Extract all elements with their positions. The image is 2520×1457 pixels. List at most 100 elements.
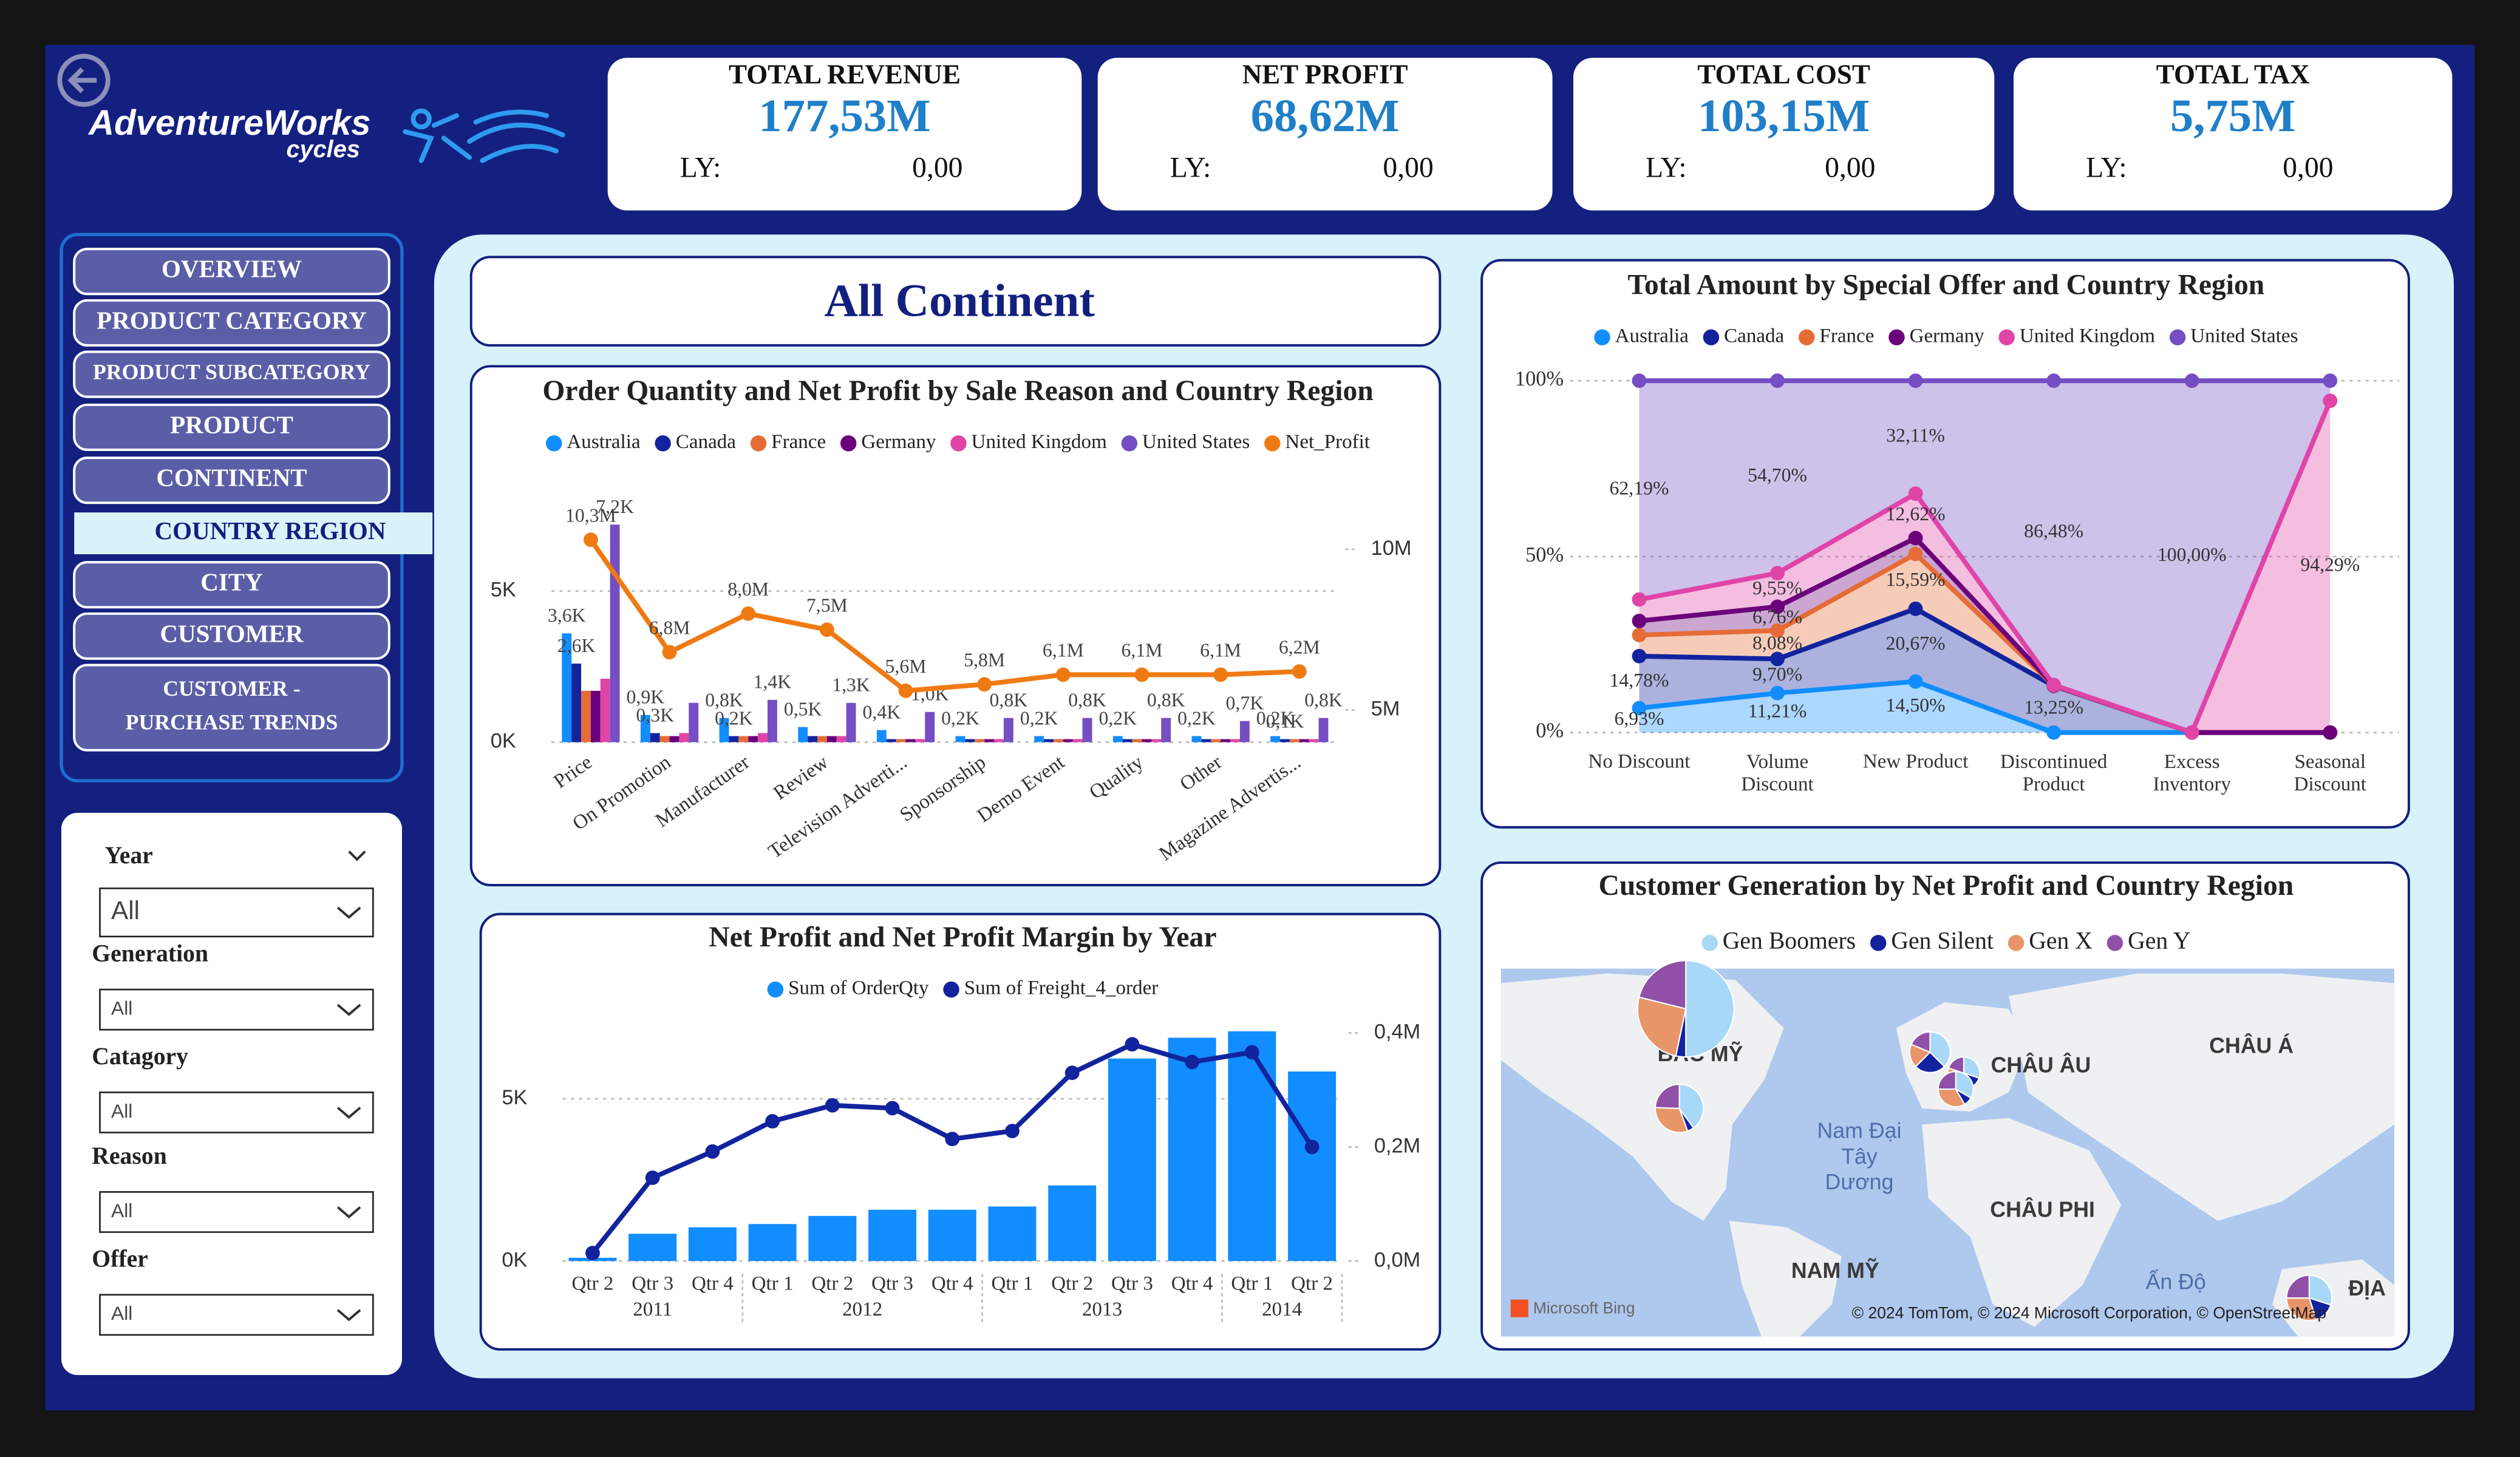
pie-slice[interactable] bbox=[1678, 1084, 1704, 1129]
filter-dropdown[interactable]: All bbox=[99, 1294, 374, 1336]
data-label: 0,7K bbox=[1226, 692, 1264, 713]
area-point bbox=[1908, 546, 1923, 562]
dropdown-value: All bbox=[111, 1100, 132, 1122]
nav-button[interactable]: CUSTOMER -PURCHASE TRENDS bbox=[73, 664, 390, 752]
pie-slice[interactable] bbox=[2308, 1274, 2333, 1306]
nav-button-bg bbox=[73, 561, 390, 609]
line-point bbox=[1244, 1045, 1259, 1060]
x-tick-label: New Product bbox=[1863, 750, 1969, 772]
pie-slice[interactable] bbox=[1929, 1031, 1951, 1068]
nav-button[interactable]: CUSTOMER bbox=[73, 612, 390, 660]
nav-label: COUNTRY REGION bbox=[155, 517, 386, 545]
bar bbox=[688, 1227, 737, 1262]
bar bbox=[1168, 1038, 1216, 1262]
data-label: 8,0M bbox=[727, 579, 769, 600]
line-series bbox=[588, 538, 1299, 693]
line-point bbox=[1134, 667, 1149, 682]
pie-slice[interactable] bbox=[1636, 996, 1687, 1057]
bar bbox=[1239, 721, 1250, 742]
pie-slice[interactable] bbox=[1937, 1071, 1956, 1090]
pie-slice[interactable] bbox=[1654, 1107, 1689, 1133]
pie-slice[interactable] bbox=[1654, 1084, 1680, 1109]
pie-slice[interactable] bbox=[1947, 1056, 1965, 1075]
back-button[interactable] bbox=[57, 53, 111, 107]
area-point bbox=[1908, 674, 1923, 689]
legend-label: United Kingdom bbox=[2020, 325, 2155, 347]
x-tick-label: Qtr 2 bbox=[1051, 1272, 1093, 1294]
filter-dropdown[interactable]: All bbox=[99, 988, 374, 1031]
bar bbox=[1309, 739, 1319, 742]
map-label: Nam Đại Tây Dương bbox=[1817, 1119, 1902, 1195]
kpi-ly-label: LY: bbox=[2086, 152, 2127, 183]
bar bbox=[925, 712, 935, 742]
filter-dropdown[interactable]: All bbox=[99, 1191, 374, 1233]
kpi-value: 103,15M bbox=[1698, 90, 1870, 141]
filter-collapse-chevron[interactable] bbox=[348, 851, 366, 861]
filter-dropdown[interactable]: All bbox=[99, 1092, 374, 1133]
pie-slice[interactable] bbox=[1685, 960, 1735, 1058]
line-point bbox=[583, 532, 598, 547]
kpi-value: 5,75M bbox=[2170, 90, 2296, 141]
nav-button[interactable]: CITY bbox=[73, 561, 390, 609]
dropdown-chevron bbox=[336, 1206, 361, 1219]
map[interactable] bbox=[1500, 968, 2395, 1337]
pie-slice[interactable] bbox=[1638, 960, 1687, 1010]
x-group-label: 2012 bbox=[842, 1299, 882, 1320]
kpi-value: 68,62M bbox=[1251, 90, 1400, 141]
pie-slice[interactable] bbox=[1963, 1056, 1981, 1079]
data-label: 94,29% bbox=[2300, 554, 2360, 576]
bar bbox=[994, 739, 1004, 742]
kpi-card bbox=[607, 58, 1082, 211]
y-tick-label: 0% bbox=[1536, 719, 1564, 742]
data-label: 62,19% bbox=[1610, 478, 1669, 499]
nav-button[interactable]: PRODUCT SUBCATEGORY bbox=[73, 350, 390, 398]
nav-button[interactable]: PRODUCT CATEGORY bbox=[73, 299, 390, 347]
filter-dropdown[interactable]: All bbox=[99, 887, 374, 937]
nav-button[interactable]: CONTINENT bbox=[73, 457, 390, 504]
bar bbox=[846, 702, 856, 742]
bar bbox=[571, 664, 582, 742]
area-point bbox=[1632, 648, 1647, 664]
x-tick-label: Qtr 1 bbox=[752, 1272, 794, 1294]
bar bbox=[1048, 1185, 1097, 1262]
kpi-card bbox=[2014, 58, 2453, 211]
pie-slice[interactable] bbox=[1915, 1051, 1946, 1073]
nav-label: OVERVIEW bbox=[162, 255, 302, 283]
nav-button[interactable]: COUNTRY REGION bbox=[74, 512, 433, 554]
nav-button[interactable]: OVERVIEW bbox=[73, 248, 390, 296]
line-point bbox=[645, 1170, 660, 1185]
pie-slice[interactable] bbox=[2286, 1297, 2317, 1322]
legend-label: Gen Silent bbox=[1891, 927, 1994, 954]
x-group-label: 2013 bbox=[1082, 1299, 1122, 1320]
nav-button[interactable]: PRODUCT bbox=[73, 403, 390, 451]
data-label: 5,8M bbox=[964, 649, 1005, 670]
map-label: CHÂU Á bbox=[2209, 1034, 2294, 1058]
pie-slice[interactable] bbox=[2286, 1274, 2310, 1299]
bar bbox=[1299, 739, 1309, 742]
legend-label: Canada bbox=[676, 431, 736, 453]
bar bbox=[581, 690, 591, 742]
nav-label: CUSTOMER bbox=[160, 619, 304, 647]
data-label: 0,2K bbox=[715, 707, 753, 728]
legend: Australia Canada France Germany United Kingd… bbox=[1594, 325, 2298, 347]
nav-label: CITY bbox=[200, 568, 263, 596]
legend-label: Gen X bbox=[2029, 927, 2093, 954]
bar bbox=[1108, 1058, 1156, 1262]
legend-label: Sum of Freight_4_order bbox=[964, 977, 1159, 999]
area-point bbox=[1632, 592, 1647, 607]
pie-slice[interactable] bbox=[1910, 1031, 1931, 1053]
legend-label: Gen Y bbox=[2128, 927, 2190, 954]
dropdown-box bbox=[99, 1294, 374, 1336]
bar bbox=[1112, 736, 1123, 742]
y-tick-label: 0K bbox=[491, 730, 516, 753]
data-label: 6,8M bbox=[649, 617, 690, 639]
pie-slice[interactable] bbox=[1937, 1088, 1966, 1108]
x-tick-label: No Discount bbox=[1588, 750, 1690, 772]
legend-label: Germany bbox=[861, 431, 936, 453]
x-tick-label: Volume Discount bbox=[1741, 750, 1813, 795]
bar bbox=[905, 739, 916, 742]
bar bbox=[1230, 739, 1240, 742]
bar bbox=[1280, 739, 1290, 742]
data-label: 11,21% bbox=[1748, 700, 1807, 721]
